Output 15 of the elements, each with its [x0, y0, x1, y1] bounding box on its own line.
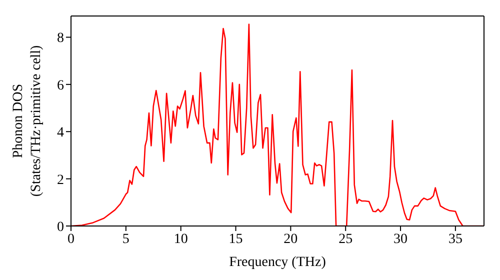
y-tick-label: 2	[57, 172, 64, 188]
y-tick-label: 0	[57, 220, 64, 235]
y-tick-label: 4	[57, 126, 64, 141]
x-tick-label: 30	[394, 232, 408, 247]
y-axis-title: Phonon DOS (States/THz·primitive cell)	[11, 45, 44, 197]
y-tick-label: 8	[57, 31, 64, 46]
x-tick-label: 10	[174, 232, 188, 247]
x-tick-label: 5	[122, 232, 130, 247]
x-tick-label: 15	[228, 232, 243, 247]
x-tick-label: 0	[68, 232, 74, 247]
y-tick-label: 6	[57, 78, 64, 94]
x-axis-title: Frequency (THz)	[229, 255, 326, 270]
x-tick-label: 20	[284, 232, 298, 247]
x-tick-label: 35	[448, 232, 462, 247]
x-tick-label: 25	[338, 232, 353, 247]
